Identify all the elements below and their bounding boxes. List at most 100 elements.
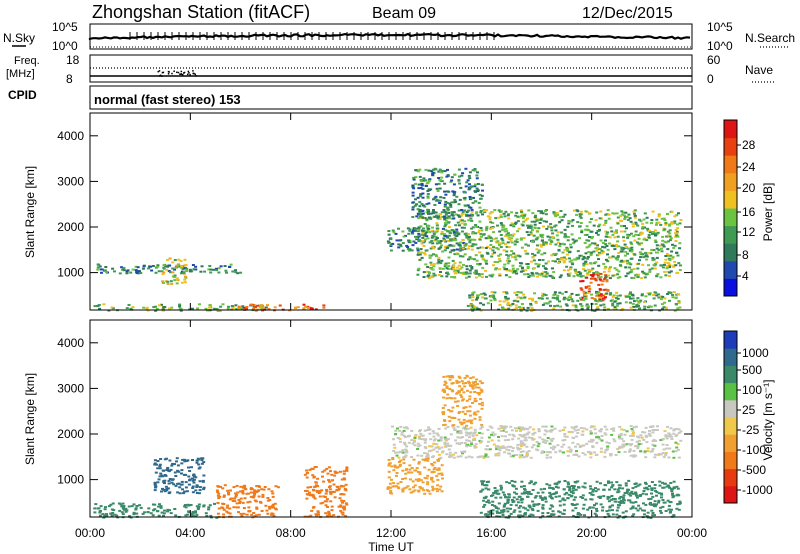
data-cell [449,205,453,208]
data-cell [433,461,437,464]
data-cell [598,437,602,440]
data-cell [516,446,519,449]
data-cell [644,273,648,276]
data-cell [509,234,512,236]
data-cell [630,243,634,245]
data-cell [131,306,135,309]
data-cell [497,257,501,260]
data-cell [485,275,488,278]
data-cell [458,411,462,413]
data-cell [202,488,206,491]
data-cell [529,456,533,459]
data-cell [467,219,471,222]
data-cell [489,221,493,224]
data-cell [667,254,671,257]
data-cell [121,268,125,271]
data-cell [407,434,411,437]
data-cell [543,302,547,305]
data-cell [474,413,478,416]
data-cell [643,509,646,512]
data-cell [414,182,418,185]
data-cell [105,513,108,516]
data-cell [418,258,422,261]
data-cell [456,253,460,256]
data-cell [540,253,544,256]
data-cell [161,273,165,276]
data-cell [134,269,138,272]
data-cell [184,263,188,266]
freq-dot [162,71,165,74]
data-cell [415,215,419,218]
data-cell [454,239,458,242]
data-cell [649,426,652,428]
data-cell [96,266,100,269]
data-cell [197,492,201,495]
data-cell [478,439,482,442]
data-cell [134,508,138,511]
data-cell [480,255,484,257]
data-cell [580,296,584,299]
data-cell [555,234,559,237]
data-cell [335,489,339,492]
data-cell [551,276,555,279]
data-cell [190,512,194,515]
data-cell [422,271,426,274]
data-cell [324,512,328,515]
data-cell [620,259,624,262]
data-cell [604,243,608,246]
data-cell [655,494,658,497]
data-cell [678,222,682,225]
data-cell [436,227,440,230]
data-cell [585,273,589,276]
data-cell [672,456,676,459]
data-cell [452,183,456,186]
data-cell [526,217,529,220]
data-cell [623,450,627,453]
data-cell [604,239,607,242]
data-cell [216,485,220,488]
data-cell [611,484,615,487]
data-cell [344,502,348,505]
data-cell [579,280,583,283]
data-cell [581,274,585,277]
data-cell [460,174,464,177]
data-cell [416,247,420,250]
data-cell [438,240,442,243]
data-cell [446,208,450,211]
data-cell [530,229,534,232]
data-cell [465,213,469,216]
data-cell [655,491,659,494]
data-cell [426,474,430,477]
data-cell [544,271,548,273]
data-cell [306,493,310,496]
data-cell [440,490,444,493]
data-cell [646,227,650,230]
data-cell [536,244,539,247]
data-cell [489,247,492,250]
data-cell [645,221,649,224]
data-cell [537,297,541,300]
data-cell [656,273,660,276]
data-cell [507,237,511,240]
data-cell [627,295,631,298]
data-cell [157,270,161,273]
data-cell [436,434,440,437]
data-cell [468,433,472,436]
data-cell [173,471,177,474]
data-cell [478,262,482,265]
data-cell [437,468,441,471]
data-cell [416,454,420,457]
data-cell [641,431,645,434]
data-cell [401,249,405,252]
data-cell [216,512,220,515]
data-cell [574,306,578,309]
data-cell [557,495,561,498]
data-cell [491,226,495,229]
data-cell [477,273,481,275]
data-cell [215,516,219,519]
freq-tick-bottom: 8 [66,72,73,86]
data-cell [425,235,429,238]
data-cell [585,303,589,306]
data-cell [676,448,680,451]
data-cell [164,474,168,477]
